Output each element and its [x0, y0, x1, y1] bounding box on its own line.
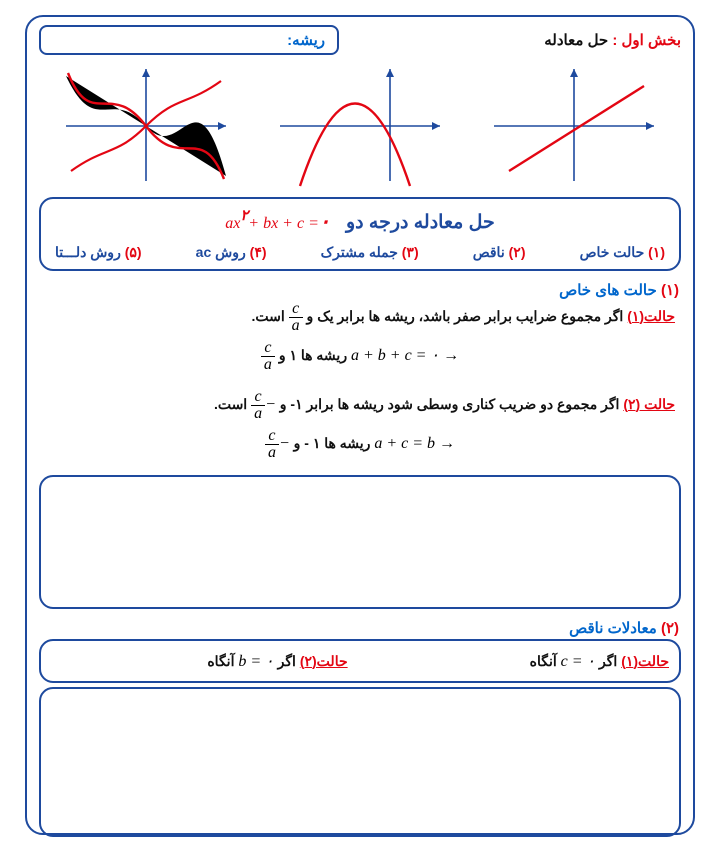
root-box: ریشه:: [39, 25, 339, 55]
eq-formula: ax۲ + bx + c = ۰: [225, 209, 330, 233]
frac-ca-1: ca: [289, 301, 303, 334]
graph-cubic: [56, 61, 236, 191]
part-title: بخش اول : حل معادله: [544, 31, 681, 49]
header-row: بخش اول : حل معادله ریشه:: [39, 25, 681, 55]
case1-label: حالت(۱): [627, 308, 675, 324]
page-frame: بخش اول : حل معادله ریشه:: [25, 15, 695, 835]
equation-title: حل معادله درجه دو ax۲ + bx + c = ۰: [51, 207, 669, 234]
graphs-row: [39, 61, 681, 191]
graph-line: [484, 61, 664, 191]
root-label: ریشه:: [287, 31, 325, 49]
case2-label: حالت (۲): [623, 396, 675, 412]
frac-ca-2: ca: [251, 389, 265, 422]
case2-formula: a + c = b → ریشه ها ۱ - و −ca: [39, 428, 681, 461]
empty-box-2: [39, 687, 681, 837]
method-5: (۵) روش دلـــتا: [55, 244, 142, 261]
special-cases-heading: (۱) حالت های خاص: [39, 281, 679, 299]
method-1: (۱) حالت خاص: [580, 244, 665, 261]
methods-row: (۱) حالت خاص (۲) ناقص (۳) جمله مشترک (۴)…: [51, 244, 669, 261]
part-prefix: بخش اول :: [608, 32, 681, 49]
graph-parabola: [270, 61, 450, 191]
incomplete-col1: حالت(۱) اگر c = ۰ آنگاه: [372, 651, 669, 671]
method-2: (۲) ناقص: [473, 244, 526, 261]
case2-text: اگر مجموع دو ضریب کناری وسطی شود ریشه ها…: [276, 396, 623, 412]
case1-after: است.: [252, 308, 289, 324]
frac-ca-1b: ca: [261, 340, 275, 373]
method-3: (۳) جمله مشترک: [321, 244, 419, 261]
case1-formula: a + b + c = ۰ → ریشه ها ۱ و ca: [39, 340, 681, 373]
case-2: حالت (۲) اگر مجموع دو ضریب کناری وسطی شو…: [39, 387, 681, 422]
incomplete-col2: حالت(۲) اگر b = ۰ آنگاه: [51, 651, 348, 671]
empty-box-1: [39, 475, 681, 609]
case1-text: اگر مجموع ضرایب برابر صفر باشد، ریشه ها …: [303, 308, 628, 324]
eq-text: حل معادله درجه دو: [346, 212, 495, 233]
equation-box: حل معادله درجه دو ax۲ + bx + c = ۰ (۱) ح…: [39, 197, 681, 271]
incomplete-heading: (۲) معادلات ناقص: [39, 619, 679, 637]
part-name: حل معادله: [544, 32, 608, 49]
case-1: حالت(۱) اگر مجموع ضرایب برابر صفر باشد، …: [39, 301, 681, 334]
incomplete-box: حالت(۱) اگر c = ۰ آنگاه حالت(۲) اگر b = …: [39, 639, 681, 683]
frac-ca-2b: ca: [265, 428, 279, 461]
method-4: (۴) روش ac: [196, 244, 267, 261]
